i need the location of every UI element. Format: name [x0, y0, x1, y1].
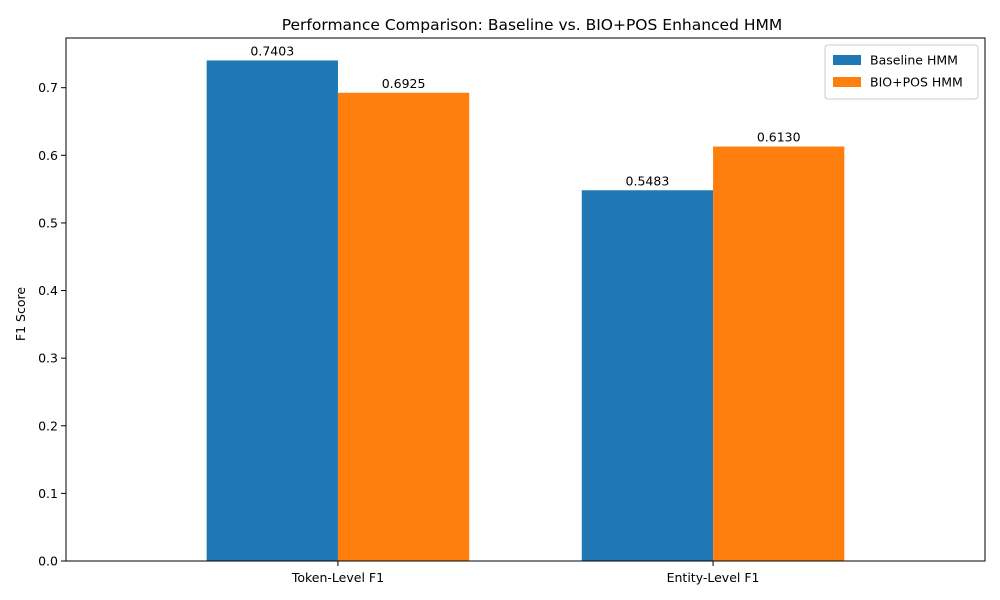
- y-tick-label: 0.4: [38, 283, 58, 298]
- bar-value-label: 0.5483: [626, 173, 670, 188]
- x-axis: Token-Level F1 Entity-Level F1: [291, 561, 760, 585]
- y-tick-label: 0.6: [38, 148, 58, 163]
- y-tick-label: 0.0: [38, 554, 58, 569]
- bar: [713, 146, 845, 561]
- bars-group: [206, 60, 845, 562]
- y-axis: 0.0 0.1 0.2 0.3 0.4 0.5 0.6 0.7: [38, 80, 66, 569]
- bar: [581, 190, 714, 562]
- bar-value-label: 0.7403: [250, 43, 294, 58]
- y-tick-label: 0.3: [38, 351, 58, 366]
- bar: [206, 60, 338, 562]
- y-axis-label: F1 Score: [13, 287, 28, 341]
- chart-title: Performance Comparison: Baseline vs. BIO…: [282, 16, 783, 34]
- x-tick-label: Entity-Level F1: [667, 570, 760, 585]
- legend-label: BIO+POS HMM: [870, 75, 963, 90]
- legend: Baseline HMM BIO+POS HMM: [824, 44, 979, 100]
- bar-value-label: 0.6130: [757, 130, 801, 145]
- x-tick-label: Token-Level F1: [291, 570, 384, 585]
- bar: [337, 92, 470, 561]
- legend-label: Baseline HMM: [870, 53, 958, 68]
- legend-box: [824, 44, 979, 100]
- plot-frame: [65, 37, 986, 562]
- y-tick-label: 0.2: [38, 418, 58, 433]
- y-tick-label: 0.7: [38, 80, 58, 95]
- legend-swatch: [833, 77, 861, 87]
- data-labels-group: 0.7403 0.5483 0.6925 0.6130: [250, 43, 800, 188]
- bar-value-label: 0.6925: [382, 76, 426, 91]
- y-tick-label: 0.1: [38, 486, 58, 501]
- legend-swatch: [833, 55, 861, 65]
- y-tick-label: 0.5: [38, 215, 58, 230]
